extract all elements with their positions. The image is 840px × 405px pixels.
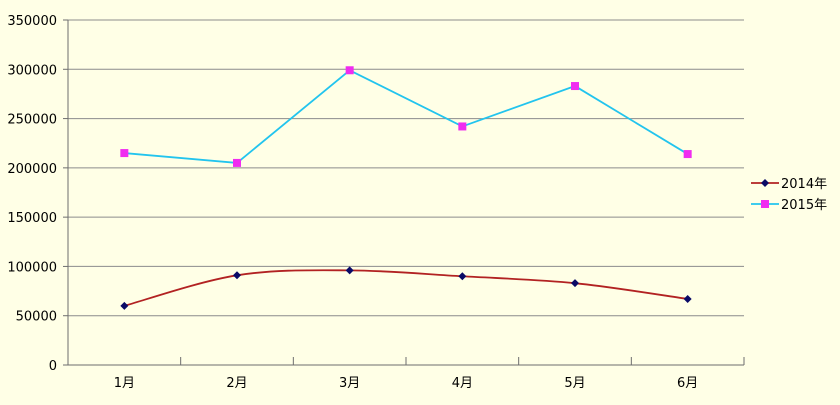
- y-tick-label: 50000: [16, 310, 57, 325]
- legend-swatch-marker: [761, 200, 769, 208]
- axes: [67, 20, 744, 366]
- y-axis-ticks: 0 50000 100000 150000 200000 250000 300000 3500…: [7, 14, 68, 374]
- data-point: [120, 149, 129, 158]
- y-tick-label: 200000: [7, 162, 57, 177]
- data-point: [345, 266, 354, 275]
- data-point: [571, 279, 579, 288]
- x-tick-label: 5月: [564, 376, 585, 391]
- x-tick-label: 1月: [114, 376, 135, 391]
- legend-label: 2014年: [781, 177, 827, 192]
- x-tick-label: 2月: [226, 376, 247, 391]
- x-axis-ticks: 1月 2月 3月 4月 5月 6月: [67, 357, 745, 391]
- legend-label: 2015年: [781, 198, 827, 213]
- grid-lines: [68, 19, 744, 317]
- y-tick-label: 100000: [7, 260, 57, 275]
- x-tick-label: 6月: [677, 376, 698, 391]
- legend-swatch-marker: [761, 179, 769, 187]
- data-point: [233, 271, 241, 280]
- data-point: [120, 301, 129, 310]
- y-tick-label: 350000: [7, 14, 57, 29]
- y-tick-label: 300000: [7, 63, 57, 78]
- y-tick-label: 250000: [7, 113, 57, 128]
- y-tick-label: 0: [49, 359, 57, 374]
- data-point: [571, 82, 579, 91]
- data-point: [345, 66, 354, 75]
- series-line-1: [124, 69, 689, 164]
- data-point: [683, 150, 692, 159]
- data-point: [458, 272, 467, 281]
- series-group: [120, 66, 692, 310]
- y-tick-label: 150000: [7, 211, 57, 226]
- x-tick-label: 3月: [339, 376, 360, 391]
- data-point: [683, 294, 692, 303]
- x-tick-label: 4月: [452, 376, 473, 391]
- data-point: [458, 122, 467, 131]
- data-point: [233, 158, 241, 167]
- legend: 2014年 2015年: [751, 177, 827, 213]
- series-line-0: [124, 269, 688, 307]
